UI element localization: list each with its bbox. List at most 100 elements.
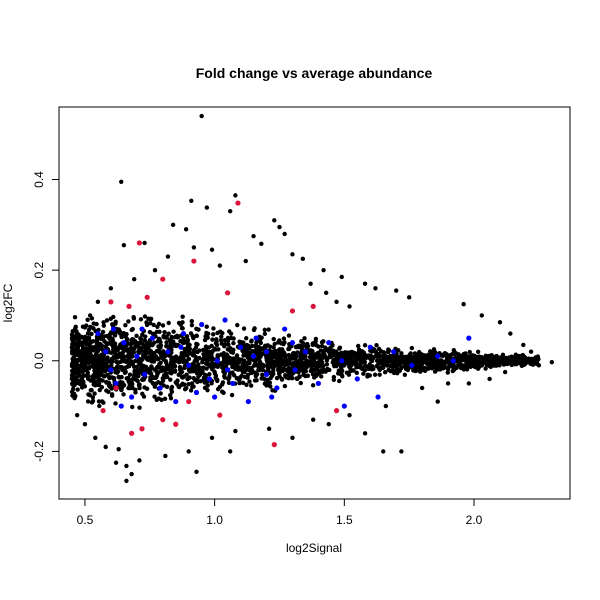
data-point xyxy=(99,336,104,341)
data-point xyxy=(471,363,476,368)
data-point xyxy=(174,381,180,386)
data-point xyxy=(396,359,402,364)
data-point-red xyxy=(126,303,132,309)
data-point xyxy=(189,322,195,328)
data-point xyxy=(268,384,273,389)
data-point xyxy=(486,357,491,362)
data-point xyxy=(237,377,242,382)
data-point xyxy=(286,352,291,358)
data-point xyxy=(266,426,272,431)
data-point xyxy=(69,332,75,337)
data-point xyxy=(303,368,309,374)
data-point xyxy=(187,342,192,348)
data-point xyxy=(178,322,183,327)
data-point xyxy=(94,345,99,351)
data-point xyxy=(146,354,152,360)
data-point xyxy=(272,362,277,367)
data-point xyxy=(150,341,156,347)
data-point xyxy=(191,384,196,389)
data-point xyxy=(138,336,143,341)
data-point-blue xyxy=(391,349,397,355)
data-point xyxy=(130,326,135,332)
data-point xyxy=(82,422,88,427)
data-point xyxy=(250,348,255,354)
data-point xyxy=(419,385,425,391)
data-point xyxy=(217,263,223,268)
data-point xyxy=(107,374,112,380)
data-point xyxy=(118,364,123,370)
data-point xyxy=(434,358,440,364)
data-point xyxy=(120,384,125,389)
data-point xyxy=(86,335,92,340)
data-point xyxy=(90,395,96,400)
data-point xyxy=(402,372,408,378)
data-point xyxy=(347,412,352,418)
data-point xyxy=(77,357,82,362)
data-point xyxy=(172,363,178,369)
data-point xyxy=(382,360,388,365)
data-point xyxy=(265,377,270,383)
y-tick-label: 0.4 xyxy=(32,171,46,188)
data-point xyxy=(218,362,223,367)
data-point xyxy=(223,355,228,360)
data-point xyxy=(241,351,247,357)
data-point xyxy=(253,344,259,350)
data-point xyxy=(310,342,315,348)
data-point-blue xyxy=(157,385,163,391)
data-point-blue xyxy=(263,349,270,355)
data-point xyxy=(187,375,192,380)
data-point xyxy=(261,376,266,381)
data-point xyxy=(154,369,159,374)
data-point xyxy=(337,378,342,384)
data-point xyxy=(249,343,255,349)
data-point xyxy=(217,384,223,390)
data-point xyxy=(109,393,115,398)
data-point xyxy=(226,342,231,347)
data-point xyxy=(214,377,219,382)
data-point-red xyxy=(160,417,166,423)
data-point xyxy=(308,368,314,374)
data-point xyxy=(451,367,457,372)
data-point xyxy=(262,327,267,333)
data-point xyxy=(266,365,271,370)
data-point xyxy=(249,365,254,370)
data-point xyxy=(336,361,341,366)
data-point-blue xyxy=(110,326,117,332)
data-point xyxy=(422,368,428,374)
data-point xyxy=(200,360,205,365)
data-point xyxy=(89,331,94,337)
data-point xyxy=(219,334,224,339)
data-point xyxy=(128,341,134,347)
data-point-blue xyxy=(95,330,101,337)
data-point xyxy=(147,329,153,335)
data-point-blue xyxy=(113,380,119,387)
data-point xyxy=(231,373,237,378)
data-point xyxy=(327,353,333,358)
data-point xyxy=(459,353,464,359)
data-point xyxy=(211,357,216,362)
data-point xyxy=(392,359,397,365)
data-point xyxy=(167,353,172,358)
data-point xyxy=(408,351,413,356)
data-point xyxy=(72,382,77,388)
data-point xyxy=(104,318,110,323)
data-point xyxy=(166,331,171,336)
data-point xyxy=(461,301,466,307)
data-point-red xyxy=(186,398,192,405)
data-point xyxy=(502,369,508,375)
data-point xyxy=(271,336,276,342)
data-point xyxy=(154,373,160,378)
data-point xyxy=(137,382,142,387)
data-point xyxy=(165,254,171,259)
data-point-red xyxy=(289,308,296,314)
data-point xyxy=(532,361,537,366)
data-point xyxy=(182,365,187,371)
data-point xyxy=(236,360,242,365)
data-point xyxy=(383,403,389,409)
data-point xyxy=(385,363,390,368)
data-point xyxy=(160,376,165,381)
data-point xyxy=(99,371,104,376)
data-point xyxy=(312,375,317,380)
data-point xyxy=(190,333,195,339)
data-point xyxy=(393,352,399,358)
